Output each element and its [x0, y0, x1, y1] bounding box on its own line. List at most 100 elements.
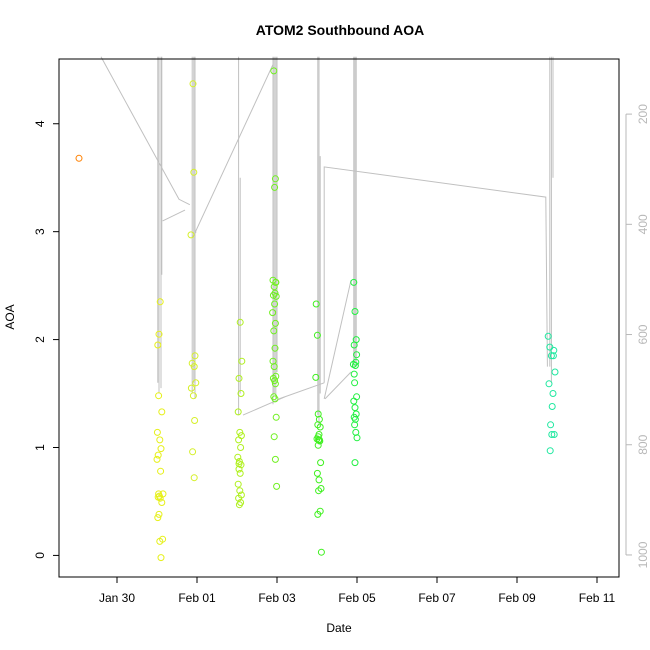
data-point — [154, 514, 162, 522]
x-tick-label: Feb 07 — [418, 591, 456, 605]
data-point — [187, 231, 195, 239]
data-point — [544, 332, 552, 340]
depth-profile-line — [324, 371, 352, 400]
data-point — [316, 423, 324, 431]
data-point — [350, 341, 358, 349]
data-point — [546, 447, 554, 455]
data-point — [235, 501, 243, 509]
y-tick-label: 2 — [33, 336, 47, 343]
data-point — [189, 392, 197, 400]
data-point — [314, 510, 322, 518]
data-point — [270, 327, 278, 335]
data-point — [271, 300, 279, 308]
data-point — [238, 357, 246, 365]
data-points-layer — [75, 67, 559, 562]
x-axis-label: Date — [326, 621, 352, 635]
data-point — [550, 431, 558, 438]
data-point — [270, 363, 278, 371]
data-point — [156, 537, 164, 545]
depth-profile-line — [242, 396, 286, 416]
data-point — [157, 554, 165, 562]
data-point — [547, 421, 555, 429]
data-point — [153, 455, 161, 463]
data-point — [270, 433, 278, 441]
data-point — [350, 370, 358, 378]
data-point — [353, 434, 361, 442]
data-point — [157, 445, 165, 453]
data-point — [551, 368, 559, 376]
data-point — [352, 358, 360, 366]
depth-line-layer — [100, 56, 554, 426]
data-point — [270, 67, 278, 75]
data-point — [155, 392, 163, 400]
data-point — [157, 467, 165, 475]
x-tick-label: Jan 30 — [99, 591, 135, 605]
data-point — [317, 485, 325, 492]
x-tick-label: Feb 09 — [498, 591, 536, 605]
data-point — [156, 298, 164, 306]
data-point — [271, 344, 279, 352]
data-point — [158, 499, 166, 506]
y-tick-label: 1 — [33, 444, 47, 451]
data-point — [548, 403, 556, 410]
data-point — [270, 283, 278, 291]
data-point — [351, 415, 359, 423]
data-point — [153, 428, 161, 436]
data-point — [271, 175, 279, 183]
data-point — [234, 480, 242, 488]
x-tick-label: Feb 01 — [178, 591, 216, 605]
data-point — [271, 395, 279, 403]
data-point — [234, 453, 242, 461]
data-point — [315, 476, 323, 484]
right-tick-label: 800 — [636, 434, 650, 454]
data-point — [315, 487, 323, 495]
data-point — [315, 436, 323, 444]
data-point — [312, 300, 320, 308]
data-point — [190, 474, 198, 482]
y-axis: 0 1 2 3 4 — [33, 120, 59, 559]
data-point — [187, 384, 195, 392]
data-point — [155, 510, 163, 518]
depth-profile-line — [323, 280, 352, 400]
depth-profile-line — [192, 64, 274, 238]
data-point — [235, 465, 243, 473]
data-point — [192, 379, 200, 387]
data-point — [269, 309, 277, 317]
y-tick-label: 3 — [33, 228, 47, 235]
plot-frame — [58, 58, 620, 578]
data-point — [154, 451, 162, 459]
data-point — [191, 352, 199, 360]
data-point — [317, 548, 325, 556]
data-point — [272, 278, 280, 286]
data-point — [156, 494, 164, 502]
data-point — [313, 331, 321, 339]
x-tick-label: Feb 11 — [579, 591, 616, 605]
data-point — [549, 390, 557, 397]
data-point — [353, 351, 361, 359]
depth-profile-line — [323, 166, 548, 383]
data-point — [317, 459, 325, 467]
data-point — [236, 469, 244, 477]
data-point — [235, 374, 243, 382]
right-tick-label: 600 — [636, 324, 650, 344]
data-point — [234, 408, 242, 416]
data-point — [271, 319, 279, 327]
data-point — [237, 390, 245, 397]
right-tick-label: 200 — [636, 104, 650, 124]
data-point — [350, 278, 358, 286]
data-point — [235, 436, 243, 444]
data-point — [271, 455, 279, 463]
depth-profile-line — [100, 56, 191, 206]
data-point — [189, 448, 197, 456]
data-point — [235, 460, 243, 468]
data-point — [313, 469, 321, 477]
data-point — [191, 417, 199, 424]
y-tick-label: 0 — [33, 552, 47, 559]
depth-profile-line — [162, 209, 186, 222]
data-point — [351, 362, 359, 369]
x-axis: Jan 30 Feb 01 Feb 03 Feb 05 Feb 07 Feb 09 Feb … — [99, 577, 616, 605]
data-point — [272, 292, 280, 300]
data-point — [351, 404, 359, 412]
depth-profile-line — [278, 382, 325, 400]
